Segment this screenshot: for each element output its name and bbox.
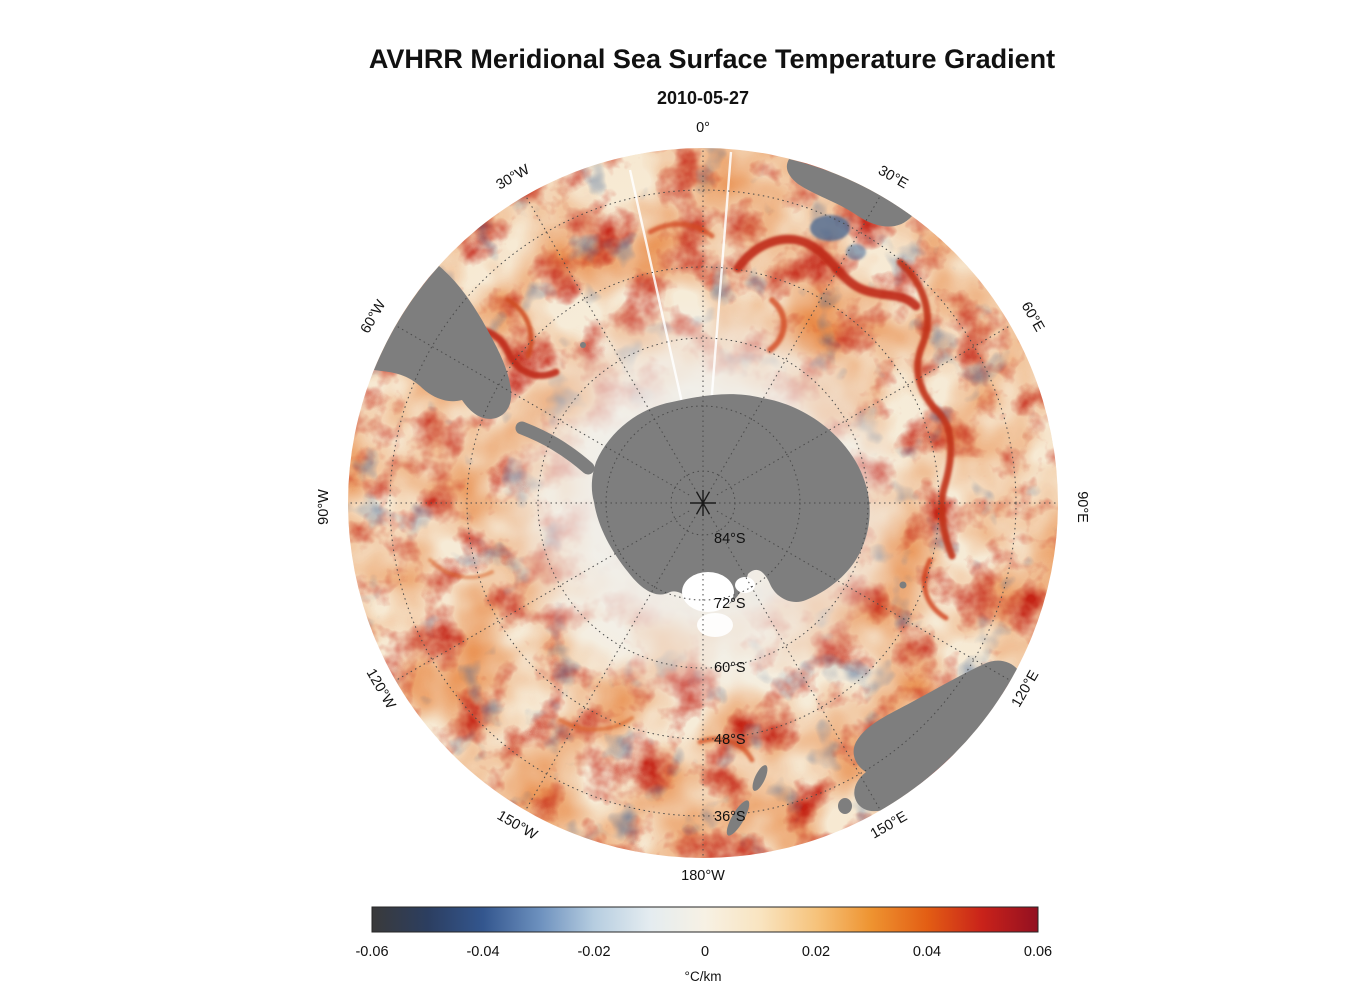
colorbar-unit-label: °C/km (685, 969, 722, 984)
sst-filament (428, 558, 494, 580)
sst-filaments-group (428, 221, 956, 763)
sst-filament (921, 557, 949, 621)
sst-filament-agulhas-return (896, 258, 956, 560)
ice-shelf-bay (697, 613, 733, 637)
lon-label-90W: 90°W (316, 489, 332, 525)
colorbar-tick-2: -0.02 (577, 944, 610, 960)
land-australia (853, 660, 1018, 812)
lat-label-84S: 84°S (714, 531, 746, 547)
lat-label-72S: 72°S (714, 596, 746, 612)
lon-label-60W: 60°W (358, 297, 390, 336)
land-south-america (374, 266, 512, 419)
lon-label-90E: 90°E (1074, 491, 1090, 523)
island-south-georgia (580, 342, 586, 348)
land-mask-group (374, 159, 1018, 836)
lon-label-30W: 30°W (494, 162, 533, 194)
land-nz-north-island (752, 765, 768, 791)
land-antarctic-peninsula (515, 421, 595, 475)
lon-label-0: 0° (696, 120, 710, 136)
colorbar-ticks-group: -0.06 -0.04 -0.02 0 0.02 0.04 0.06 (355, 944, 1052, 960)
land-tasmania (838, 798, 852, 814)
latitude-labels-group: 84°S 72°S 60°S 48°S 36°S (714, 531, 746, 825)
negative-patch-agulhas (810, 215, 850, 241)
colorbar-tick-0: -0.06 (355, 944, 388, 960)
land-africa (786, 159, 912, 227)
land-nz-south-island (726, 800, 750, 836)
latitude-ring-60S (537, 337, 869, 669)
ross-ice-shelf (682, 572, 734, 612)
plot-title: AVHRR Meridional Sea Surface Temperature… (369, 44, 1055, 74)
ice-shelf-bay (735, 577, 755, 593)
sst-filament (558, 716, 634, 732)
colorbar (371, 906, 1039, 933)
colorbar-group: -0.06 -0.04 -0.02 0 0.02 0.04 0.06 °C/km (355, 906, 1052, 984)
sst-filament (647, 221, 715, 239)
lat-label-36S: 36°S (714, 809, 746, 825)
colorbar-tick-4: 0.02 (802, 944, 830, 960)
latitude-ring-36S (389, 189, 1017, 817)
graticule-group (348, 148, 1058, 858)
sst-filament (767, 297, 787, 353)
land-antarctica (591, 394, 870, 609)
island-falklands (489, 379, 495, 385)
lon-label-30E: 30°E (875, 163, 911, 193)
colorbar-tick-6: 0.06 (1024, 944, 1052, 960)
colorbar-tick-3: 0 (701, 944, 709, 960)
lon-label-60E: 60°E (1018, 299, 1048, 335)
sst-filament (505, 297, 534, 359)
lat-label-48S: 48°S (714, 732, 746, 748)
plot-date-subtitle: 2010-05-27 (657, 88, 749, 108)
sst-filament-agulhas (733, 234, 921, 311)
negative-patch (846, 244, 866, 260)
colorbar-tick-1: -0.04 (466, 944, 499, 960)
colorbar-tick-5: 0.04 (913, 944, 941, 960)
lat-label-60S: 60°S (714, 660, 746, 676)
sst-filament (697, 736, 755, 763)
island-kerguelen (899, 581, 907, 589)
lon-label-180W: 180°W (681, 868, 725, 884)
south-pole-marker (690, 490, 716, 516)
polar-map-field: 84°S 72°S 60°S 48°S 36°S (348, 148, 1058, 858)
